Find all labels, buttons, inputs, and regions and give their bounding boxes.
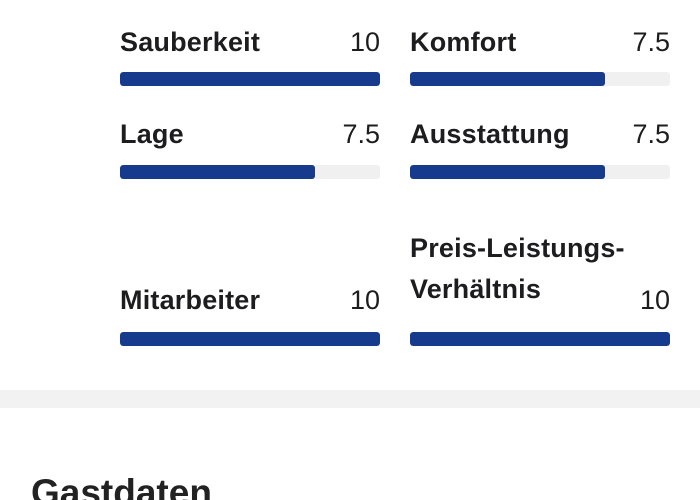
rating-label: Lage — [120, 119, 184, 149]
rating-label: Preis-Leistungs-Verhältnis — [410, 233, 625, 304]
rating-bar-track — [410, 332, 670, 346]
rating-cleanliness: Sauberkeit 10 — [120, 24, 380, 94]
rating-bar-track — [410, 72, 670, 86]
rating-breakdown: Sauberkeit 10 Komfort 7.5 Lage 7.5 — [120, 24, 670, 356]
rating-score: 10 — [349, 27, 380, 57]
rating-comfort: Komfort 7.5 — [410, 24, 670, 94]
section-divider — [0, 390, 700, 408]
rating-bar-fill — [120, 332, 380, 346]
guest-data-section: Gastdaten — [0, 408, 700, 500]
rating-label: Ausstattung — [410, 119, 570, 149]
rating-bar-track — [410, 165, 670, 179]
rating-label: Komfort — [410, 27, 517, 57]
rating-bar-track — [120, 72, 380, 86]
rating-bar-fill — [120, 72, 380, 86]
rating-bar-track — [120, 332, 380, 346]
rating-score: 7.5 — [632, 27, 670, 57]
rating-label: Sauberkeit — [120, 27, 261, 57]
rating-facilities: Ausstattung 7.5 — [410, 118, 670, 188]
rating-score: 7.5 — [632, 119, 670, 149]
rating-label: Mitarbeiter — [120, 285, 261, 315]
rating-bar-fill — [410, 332, 670, 346]
rating-score: 7.5 — [342, 119, 380, 149]
rating-bar-fill — [410, 165, 605, 179]
section-title: Gastdaten — [31, 471, 212, 500]
rating-value-for-money: Preis-Leistungs-Verhältnis 10 — [410, 226, 670, 356]
rating-bar-fill — [410, 72, 605, 86]
rating-bar-track — [120, 165, 380, 179]
rating-score: 10 — [639, 285, 670, 315]
rating-staff: Mitarbeiter 10 — [120, 284, 380, 354]
rating-location: Lage 7.5 — [120, 118, 380, 188]
rating-score: 10 — [349, 285, 380, 315]
rating-bar-fill — [120, 165, 315, 179]
